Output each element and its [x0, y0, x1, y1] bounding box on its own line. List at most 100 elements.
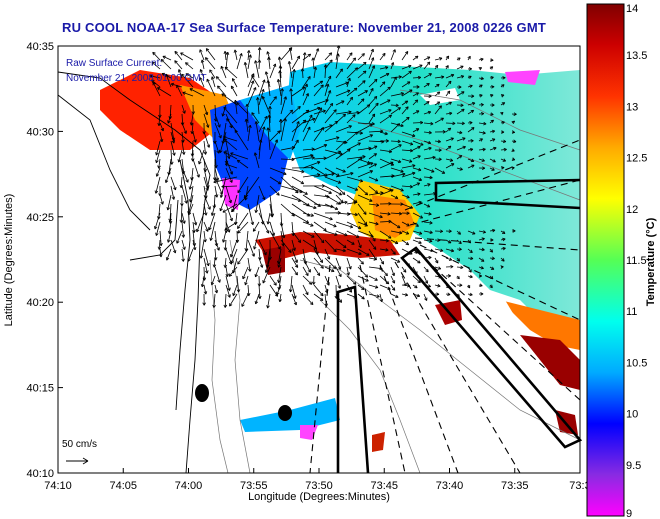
current-vector-head [417, 155, 421, 159]
current-vector-head [224, 226, 228, 231]
current-vector-head [490, 76, 494, 80]
bathymetry-contours [209, 89, 581, 474]
current-vector [313, 212, 333, 220]
current-vector [267, 127, 271, 151]
current-vector [379, 86, 391, 97]
current-vector-head [181, 234, 186, 238]
sst-south-red [372, 432, 385, 452]
current-vector [379, 293, 383, 302]
current-vector [368, 185, 378, 194]
current-vector [219, 131, 227, 153]
current-vector [368, 293, 380, 298]
current-vector [313, 80, 323, 88]
current-vector-head [196, 174, 200, 178]
current-vector-head [333, 224, 337, 228]
current-vector-head [296, 121, 300, 125]
current-vector-head [245, 103, 249, 107]
current-vector [335, 221, 353, 228]
current-vector-head [447, 274, 452, 278]
current-vector [176, 230, 183, 244]
current-vector-head [246, 50, 251, 54]
current-vector-head [223, 138, 228, 143]
current-vector-head [278, 65, 283, 69]
current-vector-head [271, 232, 276, 236]
current-vector [401, 149, 413, 152]
current-vector-head [266, 127, 270, 131]
current-vector [313, 48, 319, 61]
current-vector-head [479, 283, 483, 287]
current-vector-head [216, 247, 220, 251]
current-vector [291, 119, 307, 133]
current-vector-head [182, 91, 186, 95]
current-vector-head [339, 68, 343, 72]
current-vector-head [334, 232, 338, 236]
current-vector [167, 194, 172, 211]
current-vector-head [441, 170, 446, 174]
current-vector [412, 221, 419, 227]
current-vector-head [206, 78, 210, 83]
current-vector [489, 138, 496, 142]
current-vector-head [305, 272, 309, 277]
current-vector [335, 230, 348, 236]
current-vector-head [400, 188, 404, 192]
current-vector [357, 162, 374, 169]
current-vector [191, 167, 194, 181]
current-vector-head [366, 252, 370, 256]
current-vector [208, 212, 216, 231]
current-vector [346, 157, 363, 169]
current-vector-head [385, 280, 390, 285]
current-vector [267, 212, 271, 225]
current-vector-head [288, 289, 293, 293]
current-vector [478, 230, 486, 233]
current-vector [390, 239, 399, 244]
current-vector [166, 248, 172, 261]
current-vector [247, 203, 254, 225]
current-vector-head [315, 48, 320, 52]
current-vector [368, 203, 379, 206]
current-vector-head [406, 195, 410, 199]
current-vector [456, 167, 463, 170]
current-vector [199, 77, 205, 88]
colorbar-tick-label: 11.5 [626, 255, 647, 267]
current-vector-head [219, 149, 223, 153]
current-vector-head [412, 171, 416, 176]
current-vector [346, 77, 351, 88]
current-vector [324, 149, 343, 155]
current-vector-head [171, 140, 176, 144]
current-vector [401, 100, 409, 106]
current-vector [167, 113, 172, 124]
y-tick-label: 40:20 [26, 297, 54, 309]
current-vector [278, 257, 282, 268]
current-vector-head [205, 48, 210, 52]
current-vector [302, 230, 315, 238]
current-vector-head [295, 139, 299, 144]
current-vector [253, 230, 260, 250]
current-vector [221, 185, 238, 187]
current-vector-head [254, 209, 259, 213]
current-vector [280, 146, 295, 151]
current-vector [401, 275, 407, 286]
current-vector [423, 183, 431, 187]
current-vector [230, 239, 238, 258]
current-vector-head [157, 87, 161, 91]
current-vector [324, 221, 337, 227]
current-vector [313, 239, 319, 255]
current-vector-head [456, 258, 460, 262]
current-vector-head [151, 61, 155, 65]
current-vector-head [342, 140, 346, 145]
dashed-lanes [309, 139, 581, 474]
current-vector-head [491, 167, 495, 171]
current-vector [152, 51, 161, 61]
current-vector [401, 266, 407, 273]
current-vector [357, 257, 364, 265]
current-vector [379, 257, 384, 265]
current-vector [357, 170, 373, 178]
colorbar-label: Temperature (°C) [645, 217, 657, 306]
current-vector-head [177, 159, 181, 163]
current-vector [412, 239, 422, 244]
current-vector [213, 176, 238, 183]
current-vector [412, 140, 424, 146]
current-vector [445, 158, 453, 162]
current-vector [313, 167, 328, 177]
current-vector [312, 57, 315, 70]
